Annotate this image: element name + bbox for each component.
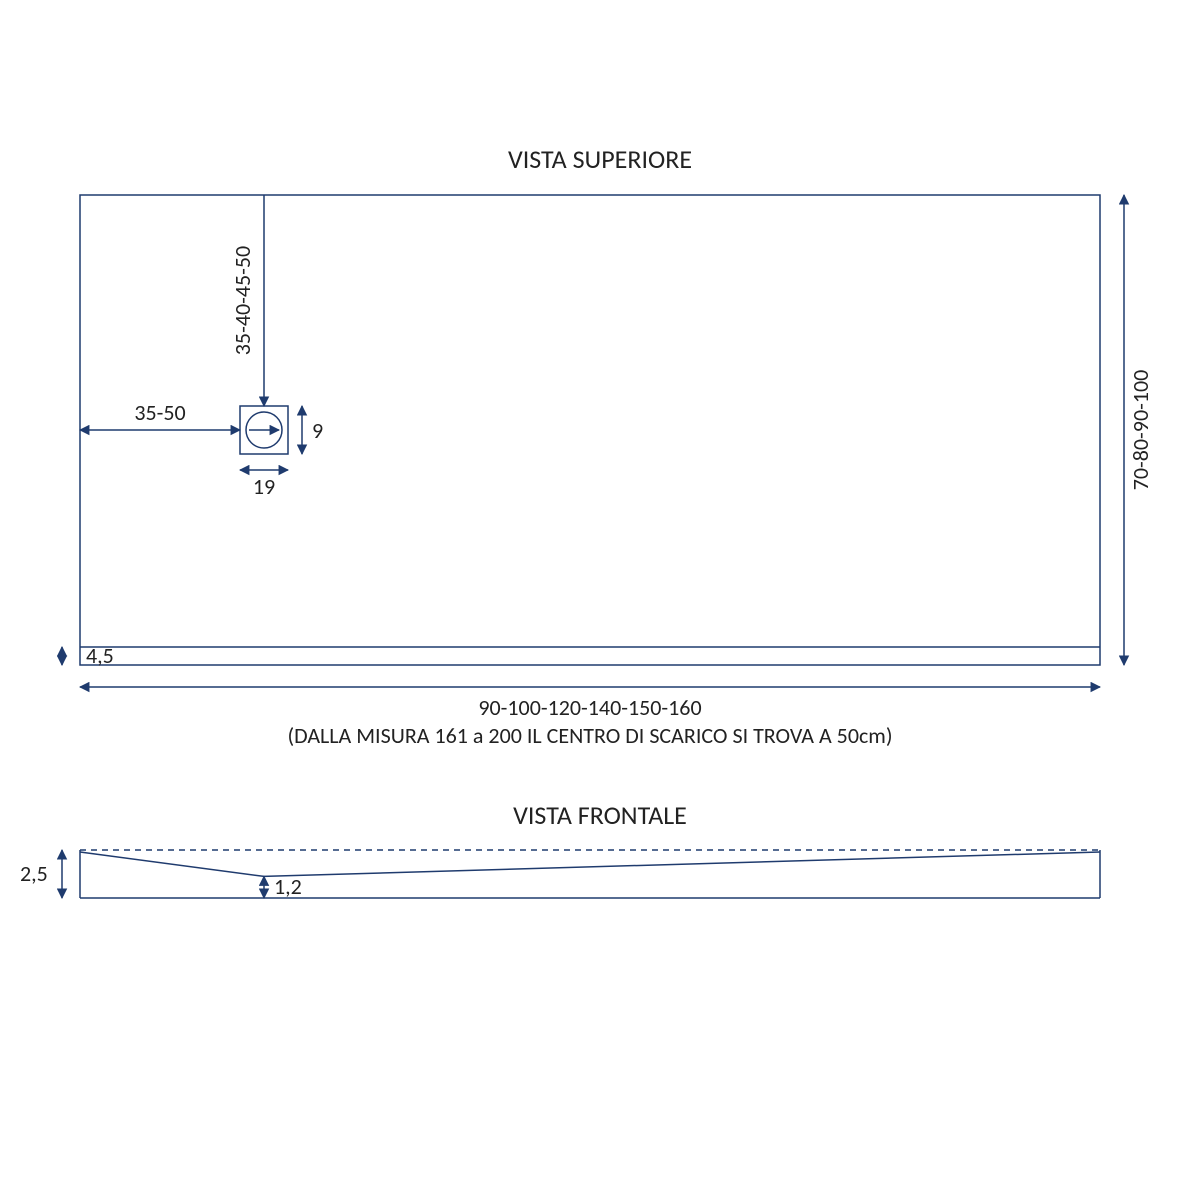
dim-from-left: 35-50 [134,399,185,426]
dim-drain-h: 9 [312,417,323,444]
dim-width: 90-100-120-140-150-160 [478,694,701,721]
dim-front-h: 2,5 [20,860,48,887]
dim-strip: 4,5 [86,642,114,669]
dim-from-top: 35-40-45-50 [229,246,256,355]
dim-width-note: (DALLA MISURA 161 a 200 IL CENTRO DI SCA… [287,722,892,749]
dim-drain-w: 19 [253,473,275,500]
dim-height: 70-80-90-100 [1127,370,1154,491]
dim-dip-h: 1,2 [274,873,302,900]
technical-drawing: VISTA SUPERIORE 35-50 35-40-45-50 9 19 4,5 90-… [0,0,1200,1200]
top-view-title: VISTA SUPERIORE [508,143,692,175]
front-view-title: VISTA FRONTALE [513,799,687,831]
